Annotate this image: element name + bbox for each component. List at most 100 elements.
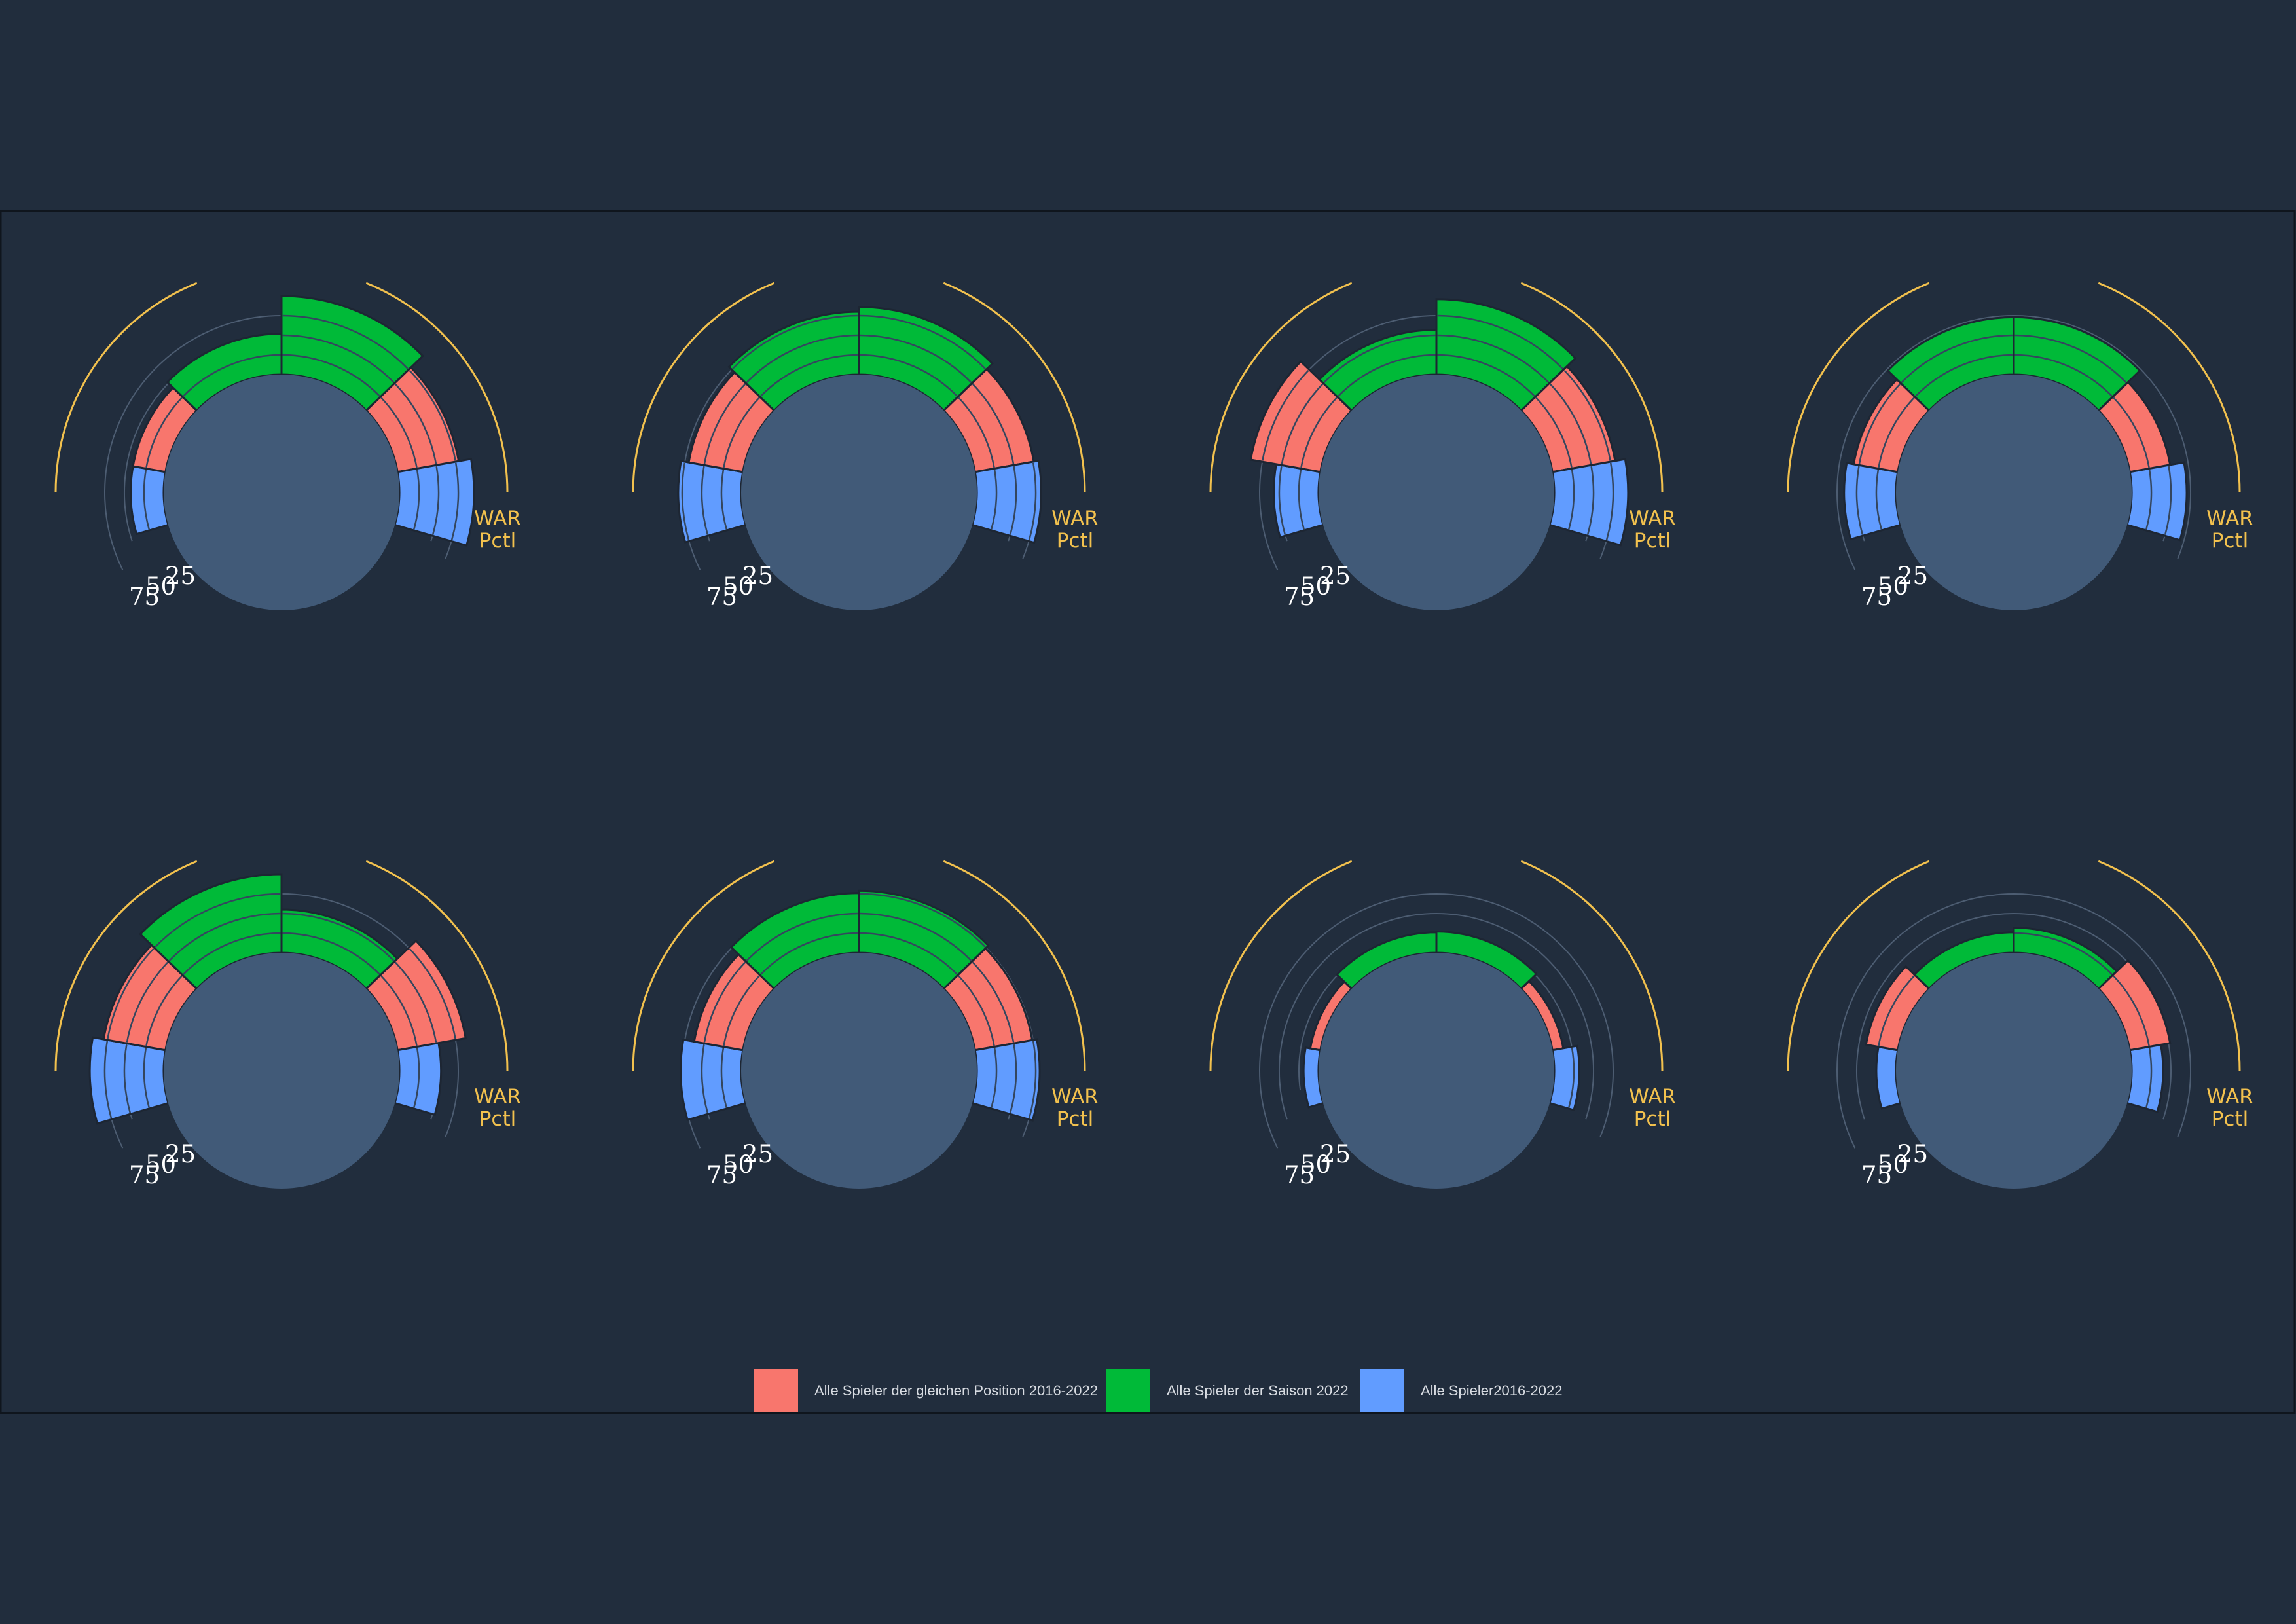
wedge-divider	[1915, 354, 2013, 397]
wedge-divider	[413, 1047, 420, 1108]
wedge-divider	[123, 1044, 132, 1113]
legend-swatch-season	[1106, 1369, 1150, 1412]
wedge-divider	[2014, 932, 2113, 975]
wedge-divider	[1568, 1047, 1575, 1108]
wedge-divider	[1535, 397, 1573, 468]
wedge-divider	[1281, 383, 1324, 464]
war-label-line2: Pctl	[1057, 1107, 1094, 1131]
wedge-divider	[1323, 334, 1436, 383]
wedge-divider	[413, 469, 420, 530]
legend-label-season: Alle Spieler der Saison 2022	[1167, 1382, 1349, 1399]
outer-arc-left	[1209, 860, 1353, 1071]
wedge-divider	[701, 1044, 709, 1113]
wedge-divider	[746, 334, 858, 383]
tick-label-50: 50	[723, 1151, 754, 1179]
wedge-divider	[143, 1047, 150, 1108]
wedge-divider	[2164, 466, 2172, 535]
wedge-divider	[155, 893, 281, 948]
wedge-divider	[1437, 354, 1535, 397]
wedge-divider	[1549, 383, 1592, 464]
wedge-divider	[991, 469, 998, 530]
wedge-divider	[703, 383, 746, 464]
wedge-divider	[282, 314, 409, 369]
tick-label-50: 50	[145, 572, 176, 600]
wedge-divider	[1568, 469, 1575, 530]
wedge-divider	[450, 462, 460, 540]
wedge-divider	[1262, 369, 1309, 461]
wedge-divider	[723, 975, 760, 1046]
war-label-line1: WAR	[2206, 507, 2253, 530]
wedge-divider	[720, 469, 727, 530]
tick-label-75: 75	[129, 583, 160, 611]
grid-ring-50	[1279, 913, 1594, 1120]
outer-arc-right	[1520, 282, 1664, 493]
center-disc	[164, 375, 399, 610]
wedge-divider	[703, 961, 746, 1043]
wedge-divider	[183, 354, 281, 397]
wedge-divider	[972, 961, 1015, 1043]
wedge-divider	[1009, 1044, 1017, 1113]
wedge-divider	[107, 948, 155, 1039]
wedge-divider	[1298, 469, 1305, 530]
war-label-line2: Pctl	[479, 529, 517, 553]
tick-label-75: 75	[706, 583, 737, 611]
wedge-divider	[1338, 354, 1436, 397]
center-disc	[1319, 953, 1554, 1189]
wedge-season-3	[139, 873, 283, 991]
wedge-all_players-6	[1548, 458, 1630, 547]
wedge-divider	[1875, 469, 1882, 530]
wedge-divider	[860, 912, 972, 961]
tick-label-50: 50	[1300, 572, 1331, 600]
wedge-divider	[103, 1041, 113, 1118]
tick-label-75: 75	[1284, 1161, 1315, 1189]
outer-arc-right	[943, 860, 1086, 1071]
legend: Alle Spieler der gleichen Position 2016-…	[754, 1369, 1563, 1412]
war-label-line2: Pctl	[1057, 529, 1094, 553]
tick-label-75: 75	[706, 1161, 737, 1189]
wedge-divider	[380, 975, 418, 1046]
wedge-divider	[958, 397, 995, 468]
wedge-divider	[860, 354, 958, 397]
wedge-divider	[1586, 466, 1595, 535]
wedge-divider	[972, 383, 1015, 464]
wedge-divider	[2113, 397, 2150, 468]
wedge-all_players-6	[971, 1038, 1041, 1122]
wedge-divider	[1605, 462, 1614, 540]
grid-ring-75	[1259, 893, 1614, 1149]
tick-label-25: 25	[165, 1140, 196, 1168]
war-label-line1: WAR	[2206, 1085, 2253, 1109]
wedge-divider	[394, 961, 437, 1043]
legend-label-position_peers: Alle Spieler der gleichen Position 2016-…	[814, 1382, 1098, 1399]
wedge-divider	[1878, 975, 1915, 1046]
wedge-divider	[2145, 1047, 2153, 1108]
legend-label-all_players: Alle Spieler2016-2022	[1421, 1382, 1563, 1399]
wedge-divider	[2145, 469, 2153, 530]
legend-swatch-position_peers	[754, 1369, 798, 1412]
wedge-divider	[168, 912, 281, 961]
tick-label-50: 50	[723, 572, 754, 600]
tick-label-25: 25	[1897, 1140, 1928, 1168]
grid-ring-75	[1836, 893, 2191, 1149]
outer-arc-left	[54, 282, 198, 493]
tick-label-75: 75	[129, 1161, 160, 1189]
wedge-divider	[380, 397, 418, 468]
wedge-divider	[282, 334, 395, 383]
outer-arc-left	[632, 282, 775, 493]
outer-arc-right	[365, 860, 509, 1071]
wedge-divider	[860, 932, 958, 975]
tick-label-25: 25	[1320, 1140, 1351, 1168]
war-label-line1: WAR	[1629, 507, 1676, 530]
outer-arc-right	[2098, 860, 2241, 1071]
grid-ring-75	[1836, 315, 2191, 570]
outer-arc-left	[1787, 860, 1930, 1071]
tick-label-25: 25	[165, 562, 196, 590]
war-label-line1: WAR	[1051, 507, 1099, 530]
wedge-divider	[282, 354, 380, 397]
wedge-divider	[409, 369, 456, 461]
war-label-line2: Pctl	[2212, 529, 2249, 553]
wedge-season-4	[280, 295, 424, 413]
